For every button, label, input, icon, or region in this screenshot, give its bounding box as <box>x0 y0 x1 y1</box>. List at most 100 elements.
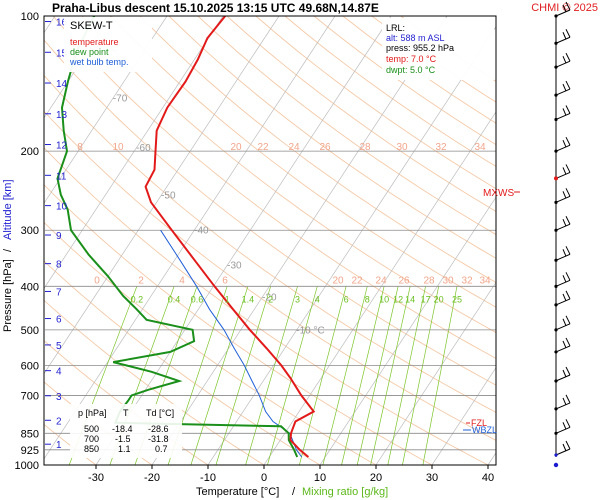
wind-barb-flag <box>565 315 571 325</box>
temperature-profile-line <box>144 16 316 458</box>
fzl-label: FZL <box>471 418 487 428</box>
mixing-ratio-label: 10 <box>379 294 389 304</box>
dry-adiabat-label: 26 <box>319 142 331 153</box>
temperature-tick-label: -10 <box>200 472 216 484</box>
wind-barb-dot <box>554 258 558 262</box>
y-axis-label-separator: / <box>2 248 14 252</box>
wind-barb-flag <box>562 275 567 283</box>
wind-barb-shaft <box>555 9 571 17</box>
wind-barb-dot <box>554 41 558 45</box>
wind-barb-dot <box>554 93 558 97</box>
legend-temperature: temperature <box>70 37 119 47</box>
wind-barb-flag <box>562 397 567 406</box>
wind-barb-shaft <box>555 36 571 44</box>
dry-adiabat-label: 8 <box>77 142 83 153</box>
dry-adiabat-label: 24 <box>375 275 387 286</box>
wind-barb-shaft <box>555 60 571 68</box>
wind-barb-shaft <box>555 88 571 96</box>
wind-barb-flag <box>562 318 567 327</box>
wind-barb-dot <box>554 228 558 232</box>
mixing-ratio-label: 0.2 <box>131 294 144 304</box>
mixing-ratio-label: 0.4 <box>168 294 181 304</box>
wind-barb-flag <box>565 1 571 11</box>
dry-adiabat-line <box>81 16 496 334</box>
wind-barb-shaft <box>555 448 571 456</box>
temperature-tick-label: 20 <box>370 472 382 484</box>
grid-layer <box>44 16 496 465</box>
wind-barb-flag <box>565 394 571 404</box>
mixing-ratio-label: 6 <box>344 294 349 304</box>
x-axis-label-mixing: Mixing ratio [g/kg] <box>302 486 388 498</box>
wind-barb-flag <box>565 105 571 114</box>
pressure-tick-label: 500 <box>21 325 39 337</box>
dry-adiabat-label: 34 <box>474 142 486 153</box>
isotherm-label: -10 °C <box>296 326 324 337</box>
dry-adiabat-line <box>44 39 496 386</box>
wind-barb <box>554 337 571 354</box>
wind-barb-flag <box>565 246 571 255</box>
isotherm-line <box>263 111 496 465</box>
wind-barb <box>554 52 571 69</box>
table-cell: 700 <box>84 434 99 444</box>
dry-adiabat-label: 28 <box>359 142 371 153</box>
wind-barb-flag <box>562 55 567 64</box>
surface-dot <box>553 462 559 468</box>
wind-barb-flag <box>562 191 567 199</box>
levels-table: p [hPa] T Td [°C] 500 -18.4 -28.6 700 -1… <box>70 404 182 458</box>
mixing-ratio-label: 8 <box>365 294 370 304</box>
isotherm-line <box>44 16 168 204</box>
wind-barb-flag <box>562 293 567 302</box>
isotherm-line <box>44 16 280 375</box>
isotherm-line <box>44 16 336 460</box>
temperature-tick-label: 10 <box>314 472 326 484</box>
table-row: 700 -1.5 -31.8 <box>84 434 169 444</box>
wind-barb-flag <box>562 369 567 378</box>
isotherm-line <box>431 366 496 465</box>
wind-barb-dot <box>554 284 558 288</box>
altitude-tick-label: 11 <box>56 171 67 182</box>
wind-barb-dot <box>554 117 558 122</box>
wind-barb-dot <box>554 149 558 153</box>
wind-barb <box>554 136 571 153</box>
altitude-tick-label: 10 <box>56 202 68 213</box>
pressure-axis: 100 200 300 400 500 600 700 850 925 1000 <box>15 11 39 472</box>
wind-barb-flag <box>565 136 571 146</box>
mixing-ratio-line <box>370 286 411 465</box>
wind-barb-shaft <box>555 171 571 179</box>
y-axis-title: Pressure [hPa] / Altitude [km] <box>2 179 14 332</box>
dry-adiabat-label: 10 <box>112 142 124 153</box>
isotherm-line <box>44 16 112 119</box>
wind-barb <box>554 246 571 262</box>
dry-adiabat-label: 0 <box>94 275 100 286</box>
dry-adiabat-line <box>226 16 496 212</box>
wind-barb-shaft <box>555 144 571 152</box>
wind-barb-dot <box>554 328 558 332</box>
altitude-tick-label: 15 <box>56 48 68 59</box>
plot-frame <box>43 15 497 466</box>
dry-adiabat-label: 20 <box>230 142 242 153</box>
mxws-label: MXWS <box>483 188 514 199</box>
table-cell: -1.5 <box>115 434 131 444</box>
wind-barb-flag <box>565 290 571 300</box>
mixing-ratio-line <box>267 286 318 465</box>
altitude-tick-label: 12 <box>56 141 68 152</box>
table-row: 500 -18.4 -28.6 <box>84 424 169 434</box>
wind-barb-shaft <box>555 253 571 261</box>
wind-barb-flag <box>565 337 571 347</box>
legend-background <box>64 17 152 72</box>
dry-adiabat-line <box>139 16 496 284</box>
mixing-ratio-label: 1.4 <box>242 294 255 304</box>
wind-barb-dot <box>554 303 558 307</box>
temperature-tick-label: 0 <box>261 472 267 484</box>
y-axis-label-altitude: Altitude [km] <box>2 179 14 240</box>
altitude-tick-label: 2 <box>56 416 62 427</box>
legend-title: SKEW-T <box>70 20 113 32</box>
altitude-tick-label: 1 <box>56 440 62 451</box>
table-cell: 850 <box>84 444 99 454</box>
table-cell: 1.1 <box>118 444 131 454</box>
wind-barb <box>554 216 571 232</box>
pressure-tick-label: 850 <box>21 428 39 440</box>
isotherm-label: -30 <box>227 260 242 271</box>
mixing-ratio-label: 12 <box>393 294 403 304</box>
